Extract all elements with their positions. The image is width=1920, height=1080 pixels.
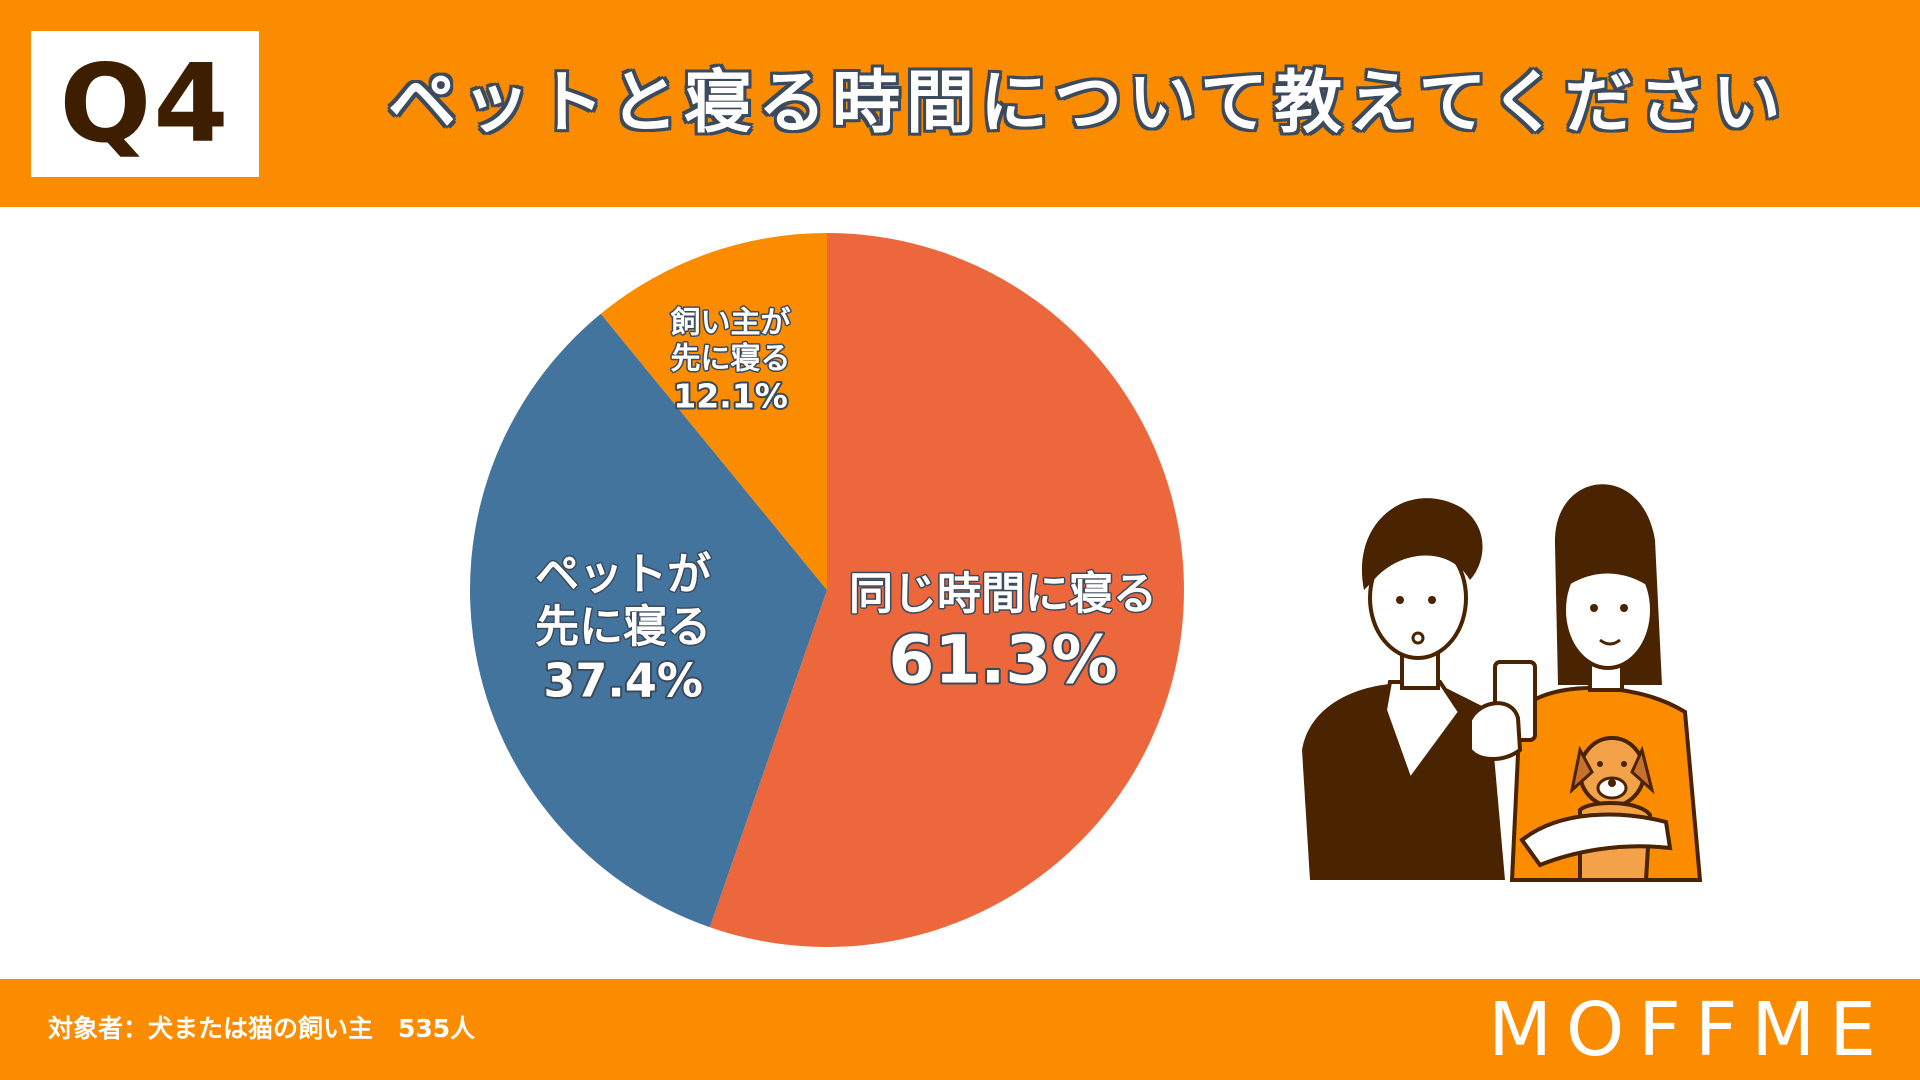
brand-logo: MOFFME [1488,987,1890,1073]
pie-slice [600,233,827,590]
couple-with-phone-and-dog-illustration-icon [1302,484,1703,882]
slice-category-label: 先に寝る [535,602,711,653]
slice-category-label: 飼い主が [671,305,791,340]
slice-value-label: 61.3% [889,621,1118,698]
page-title: ペットと寝る時間について教えてください [388,64,1787,143]
slice-value-label: 12.1% [673,376,788,415]
slice-category-label: 同じ時間に寝る [849,569,1157,620]
question-number-badge: Q4 [31,31,259,177]
pie-slice [470,313,827,928]
slice-category-label: 先に寝る [671,341,791,376]
slice-value-label: 37.4% [543,653,703,707]
pie-slice [709,233,1185,948]
footer-bar [0,979,1920,1080]
header-bar: Q4 ペットと寝る時間について教えてください [0,0,1920,207]
survey-target-footnote: 対象者：犬または猫の飼い主 535人 [48,1014,476,1043]
slice-category-label: ペットが [535,549,711,600]
